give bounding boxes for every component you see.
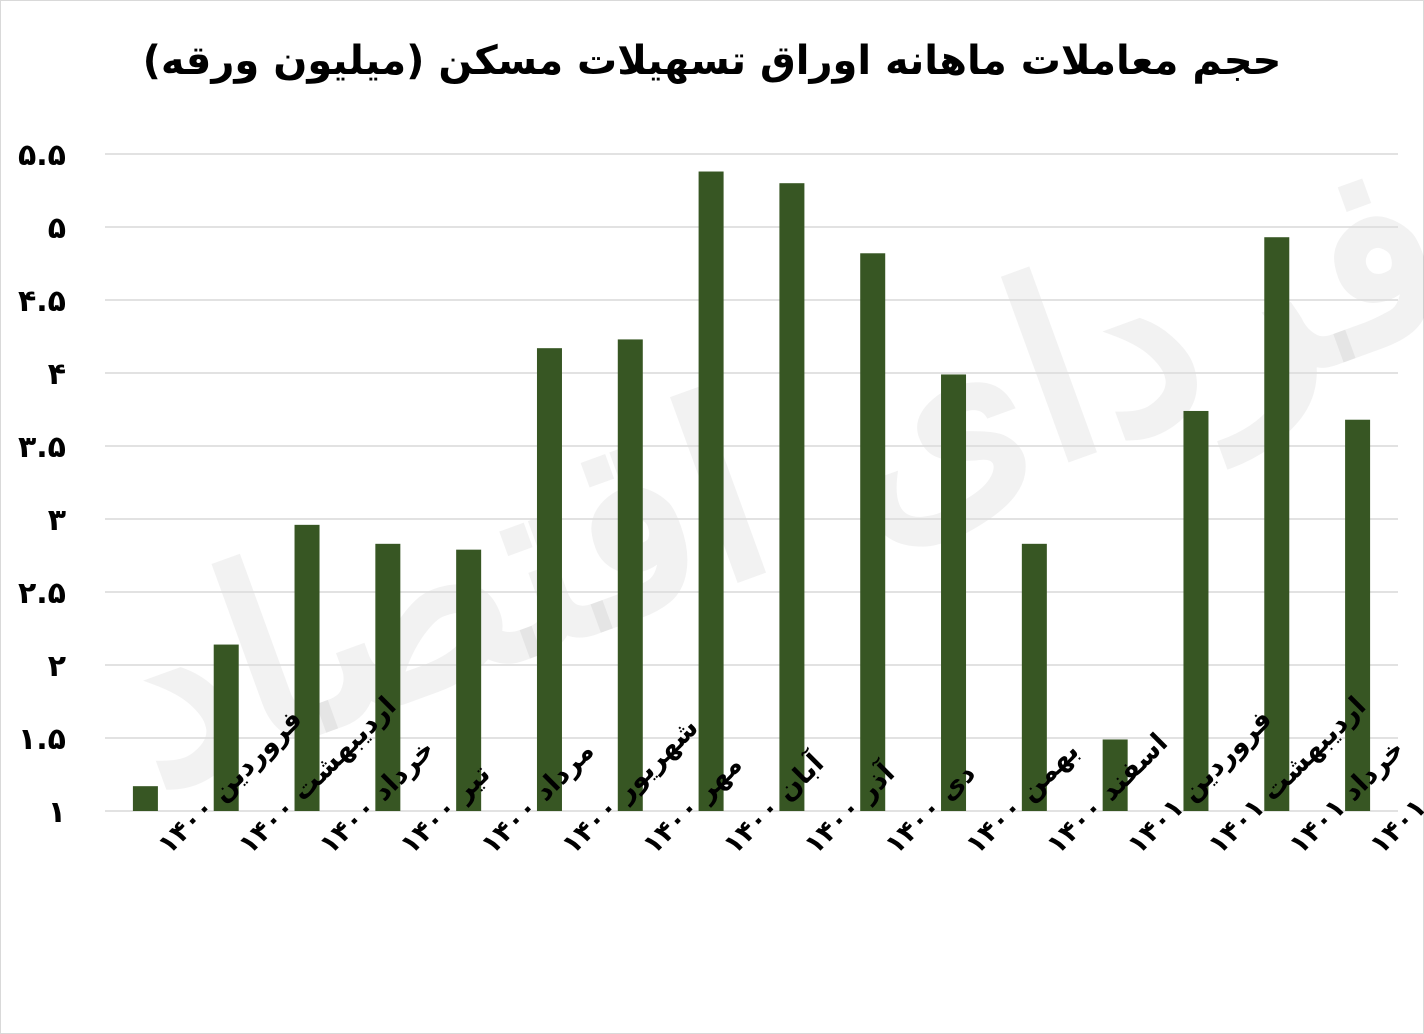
y-tick-label: ۱	[48, 795, 66, 830]
y-tick-label: ۱.۵	[18, 722, 66, 757]
bar	[941, 374, 967, 811]
y-tick-label: ۳	[48, 503, 66, 538]
bar	[860, 253, 886, 811]
bar	[536, 348, 562, 811]
y-tick-label: ۵	[48, 211, 66, 246]
y-tick-label: ۳.۵	[18, 430, 66, 465]
bar	[1102, 739, 1128, 811]
bar	[1264, 237, 1290, 812]
bar	[1021, 543, 1047, 811]
y-tick-label: ۲.۵	[18, 576, 66, 611]
bar	[1345, 419, 1371, 811]
y-tick-label: ۴.۵	[18, 284, 66, 319]
y-axis-ticks: ۱ ۱.۵ ۲ ۲.۵ ۳ ۳.۵ ۴ ۴.۵ ۵ ۵.۵	[18, 138, 66, 830]
y-tick-label: ۲	[48, 649, 66, 684]
bar	[617, 339, 643, 811]
bar	[294, 524, 320, 811]
bar	[698, 171, 724, 811]
bar	[1183, 410, 1209, 811]
bars	[132, 171, 1371, 812]
y-tick-label: ۵.۵	[18, 138, 66, 173]
bar	[779, 183, 805, 811]
bar	[456, 549, 482, 811]
bar	[375, 543, 401, 811]
y-tick-label: ۴	[48, 357, 66, 392]
gridlines	[105, 153, 1398, 812]
bar	[213, 644, 239, 811]
chart-title: حجم معاملات ماهانه اوراق تسهیلات مسکن (م…	[142, 38, 1282, 84]
bar	[132, 786, 158, 811]
